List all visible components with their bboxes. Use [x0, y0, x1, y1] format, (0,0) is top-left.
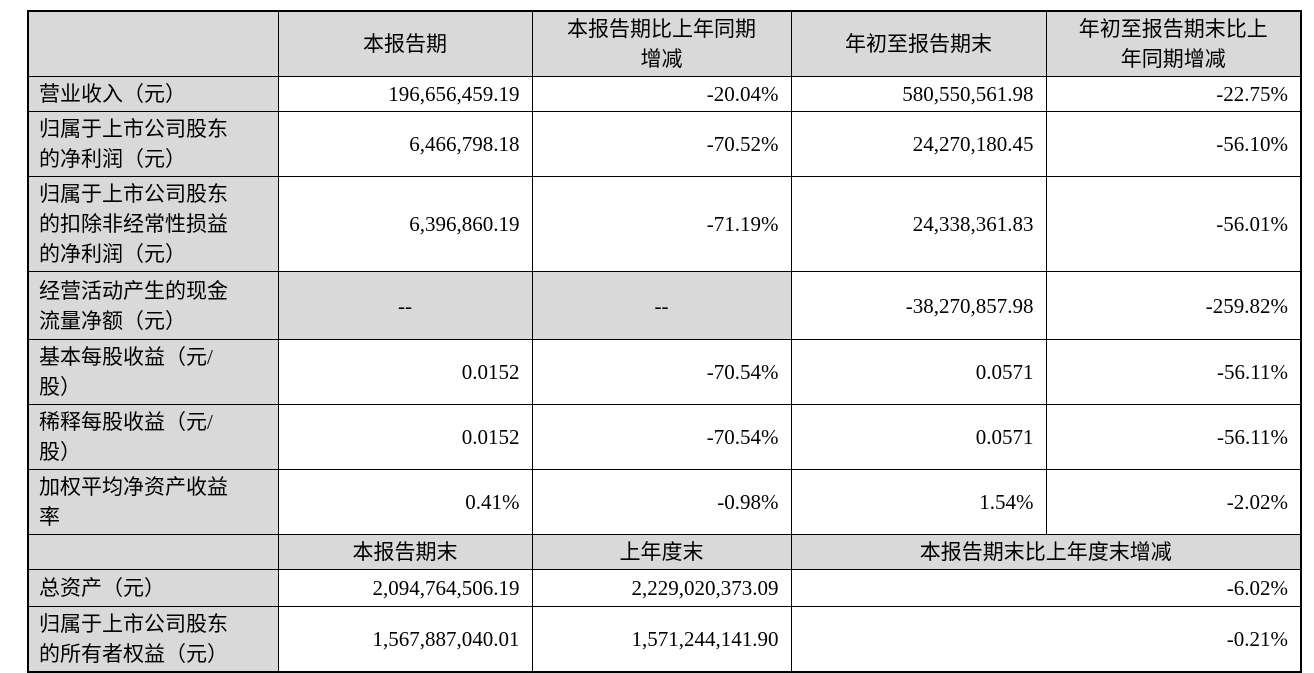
header-ytd-yoy-change: 年初至报告期末比上年同期增减: [1045, 10, 1302, 77]
cell-value: 1,567,887,040.01: [277, 606, 533, 673]
row-label: 归属于上市公司股东的净利润（元）: [27, 111, 279, 177]
row-label: 经营活动产生的现金流量净额（元）: [27, 271, 279, 340]
cell-value: 0.41%: [277, 469, 533, 535]
cell-value: -0.21%: [790, 606, 1302, 673]
table-row: 营业收入（元） 196,656,459.19 -20.04% 580,550,5…: [27, 76, 1302, 112]
header-ytd: 年初至报告期末: [790, 10, 1047, 77]
cell-value: 1,571,244,141.90: [531, 606, 792, 673]
cell-value: -71.19%: [531, 176, 792, 272]
header-change-vs-last-year-end: 本报告期末比上年度末增减: [790, 534, 1302, 570]
table-row: 加权平均净资产收益率 0.41% -0.98% 1.54% -2.02%: [27, 469, 1302, 535]
cell-value: -2.02%: [1045, 469, 1302, 535]
cell-value: 196,656,459.19: [277, 76, 533, 112]
row-label: 归属于上市公司股东的扣除非经常性损益的净利润（元）: [27, 176, 279, 272]
cell-value: -70.54%: [531, 404, 792, 470]
table-row: 归属于上市公司股东的扣除非经常性损益的净利润（元） 6,396,860.19 -…: [27, 176, 1302, 272]
cell-value: -0.98%: [531, 469, 792, 535]
row-label: 归属于上市公司股东的所有者权益（元）: [27, 606, 279, 673]
cell-value: -259.82%: [1045, 271, 1302, 340]
section1-header-row: 本报告期 本报告期比上年同期增减 年初至报告期末 年初至报告期末比上年同期增减: [27, 10, 1302, 77]
cell-value: 2,229,020,373.09: [531, 569, 792, 607]
table-row: 归属于上市公司股东的所有者权益（元） 1,567,887,040.01 1,57…: [27, 606, 1302, 673]
cell-value: -22.75%: [1045, 76, 1302, 112]
cell-value: 6,396,860.19: [277, 176, 533, 272]
table-row: 归属于上市公司股东的净利润（元） 6,466,798.18 -70.52% 24…: [27, 111, 1302, 177]
cell-value: 2,094,764,506.19: [277, 569, 533, 607]
cell-placeholder: --: [277, 271, 533, 340]
header-end-of-period: 本报告期末: [277, 534, 533, 570]
cell-value: 0.0152: [277, 339, 533, 405]
section2-header-row: 本报告期末 上年度末 本报告期末比上年度末增减: [27, 534, 1302, 570]
table-row: 基本每股收益（元/股） 0.0152 -70.54% 0.0571 -56.11…: [27, 339, 1302, 405]
cell-value: -38,270,857.98: [790, 271, 1047, 340]
header-current-period: 本报告期: [277, 10, 533, 77]
cell-value: -20.04%: [531, 76, 792, 112]
row-label: 营业收入（元）: [27, 76, 279, 112]
cell-placeholder: --: [531, 271, 792, 340]
cell-value: 1.54%: [790, 469, 1047, 535]
cell-value: -70.54%: [531, 339, 792, 405]
cell-value: -56.01%: [1045, 176, 1302, 272]
cell-value: 580,550,561.98: [790, 76, 1047, 112]
row-label: 稀释每股收益（元/股）: [27, 404, 279, 470]
row-label: 总资产（元）: [27, 569, 279, 607]
cell-value: 6,466,798.18: [277, 111, 533, 177]
cell-value: 24,338,361.83: [790, 176, 1047, 272]
cell-value: -56.10%: [1045, 111, 1302, 177]
row-label: 加权平均净资产收益率: [27, 469, 279, 535]
cell-value: -56.11%: [1045, 404, 1302, 470]
table-row: 稀释每股收益（元/股） 0.0152 -70.54% 0.0571 -56.11…: [27, 404, 1302, 470]
cell-value: 0.0571: [790, 339, 1047, 405]
financial-summary-table: 本报告期 本报告期比上年同期增减 年初至报告期末 年初至报告期末比上年同期增减 …: [27, 10, 1302, 673]
cell-value: -6.02%: [790, 569, 1302, 607]
financial-summary-table-container: 本报告期 本报告期比上年同期增减 年初至报告期末 年初至报告期末比上年同期增减 …: [27, 10, 1302, 673]
header-end-of-last-year: 上年度末: [531, 534, 792, 570]
corner-cell: [27, 534, 279, 570]
cell-value: -70.52%: [531, 111, 792, 177]
cell-value: 0.0571: [790, 404, 1047, 470]
cell-value: -56.11%: [1045, 339, 1302, 405]
cell-value: 24,270,180.45: [790, 111, 1047, 177]
header-current-period-yoy-change: 本报告期比上年同期增减: [531, 10, 792, 77]
table-row: 经营活动产生的现金流量净额（元） -- -- -38,270,857.98 -2…: [27, 271, 1302, 340]
table-row: 总资产（元） 2,094,764,506.19 2,229,020,373.09…: [27, 569, 1302, 607]
corner-cell: [27, 10, 279, 77]
cell-value: 0.0152: [277, 404, 533, 470]
row-label: 基本每股收益（元/股）: [27, 339, 279, 405]
